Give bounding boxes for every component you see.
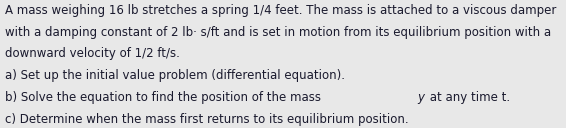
Text: A mass weighing 16 lb stretches a spring 1/4 feet. The mass is attached to a vis: A mass weighing 16 lb stretches a spring… bbox=[5, 4, 556, 17]
Text: with a damping constant of 2 lb· s/ft and is set in motion from its equilibrium : with a damping constant of 2 lb· s/ft an… bbox=[5, 26, 551, 39]
Text: b) Solve the equation to find the position of the mass: b) Solve the equation to find the positi… bbox=[5, 91, 324, 104]
Text: at any time t.: at any time t. bbox=[426, 91, 511, 104]
Text: downward velocity of 1/2 ft/s.: downward velocity of 1/2 ft/s. bbox=[5, 47, 179, 60]
Text: y: y bbox=[417, 91, 424, 104]
Text: a) Set up the initial value problem (differential equation).: a) Set up the initial value problem (dif… bbox=[5, 69, 345, 82]
Text: c) Determine when the mass first returns to its equilibrium position.: c) Determine when the mass first returns… bbox=[5, 113, 408, 126]
